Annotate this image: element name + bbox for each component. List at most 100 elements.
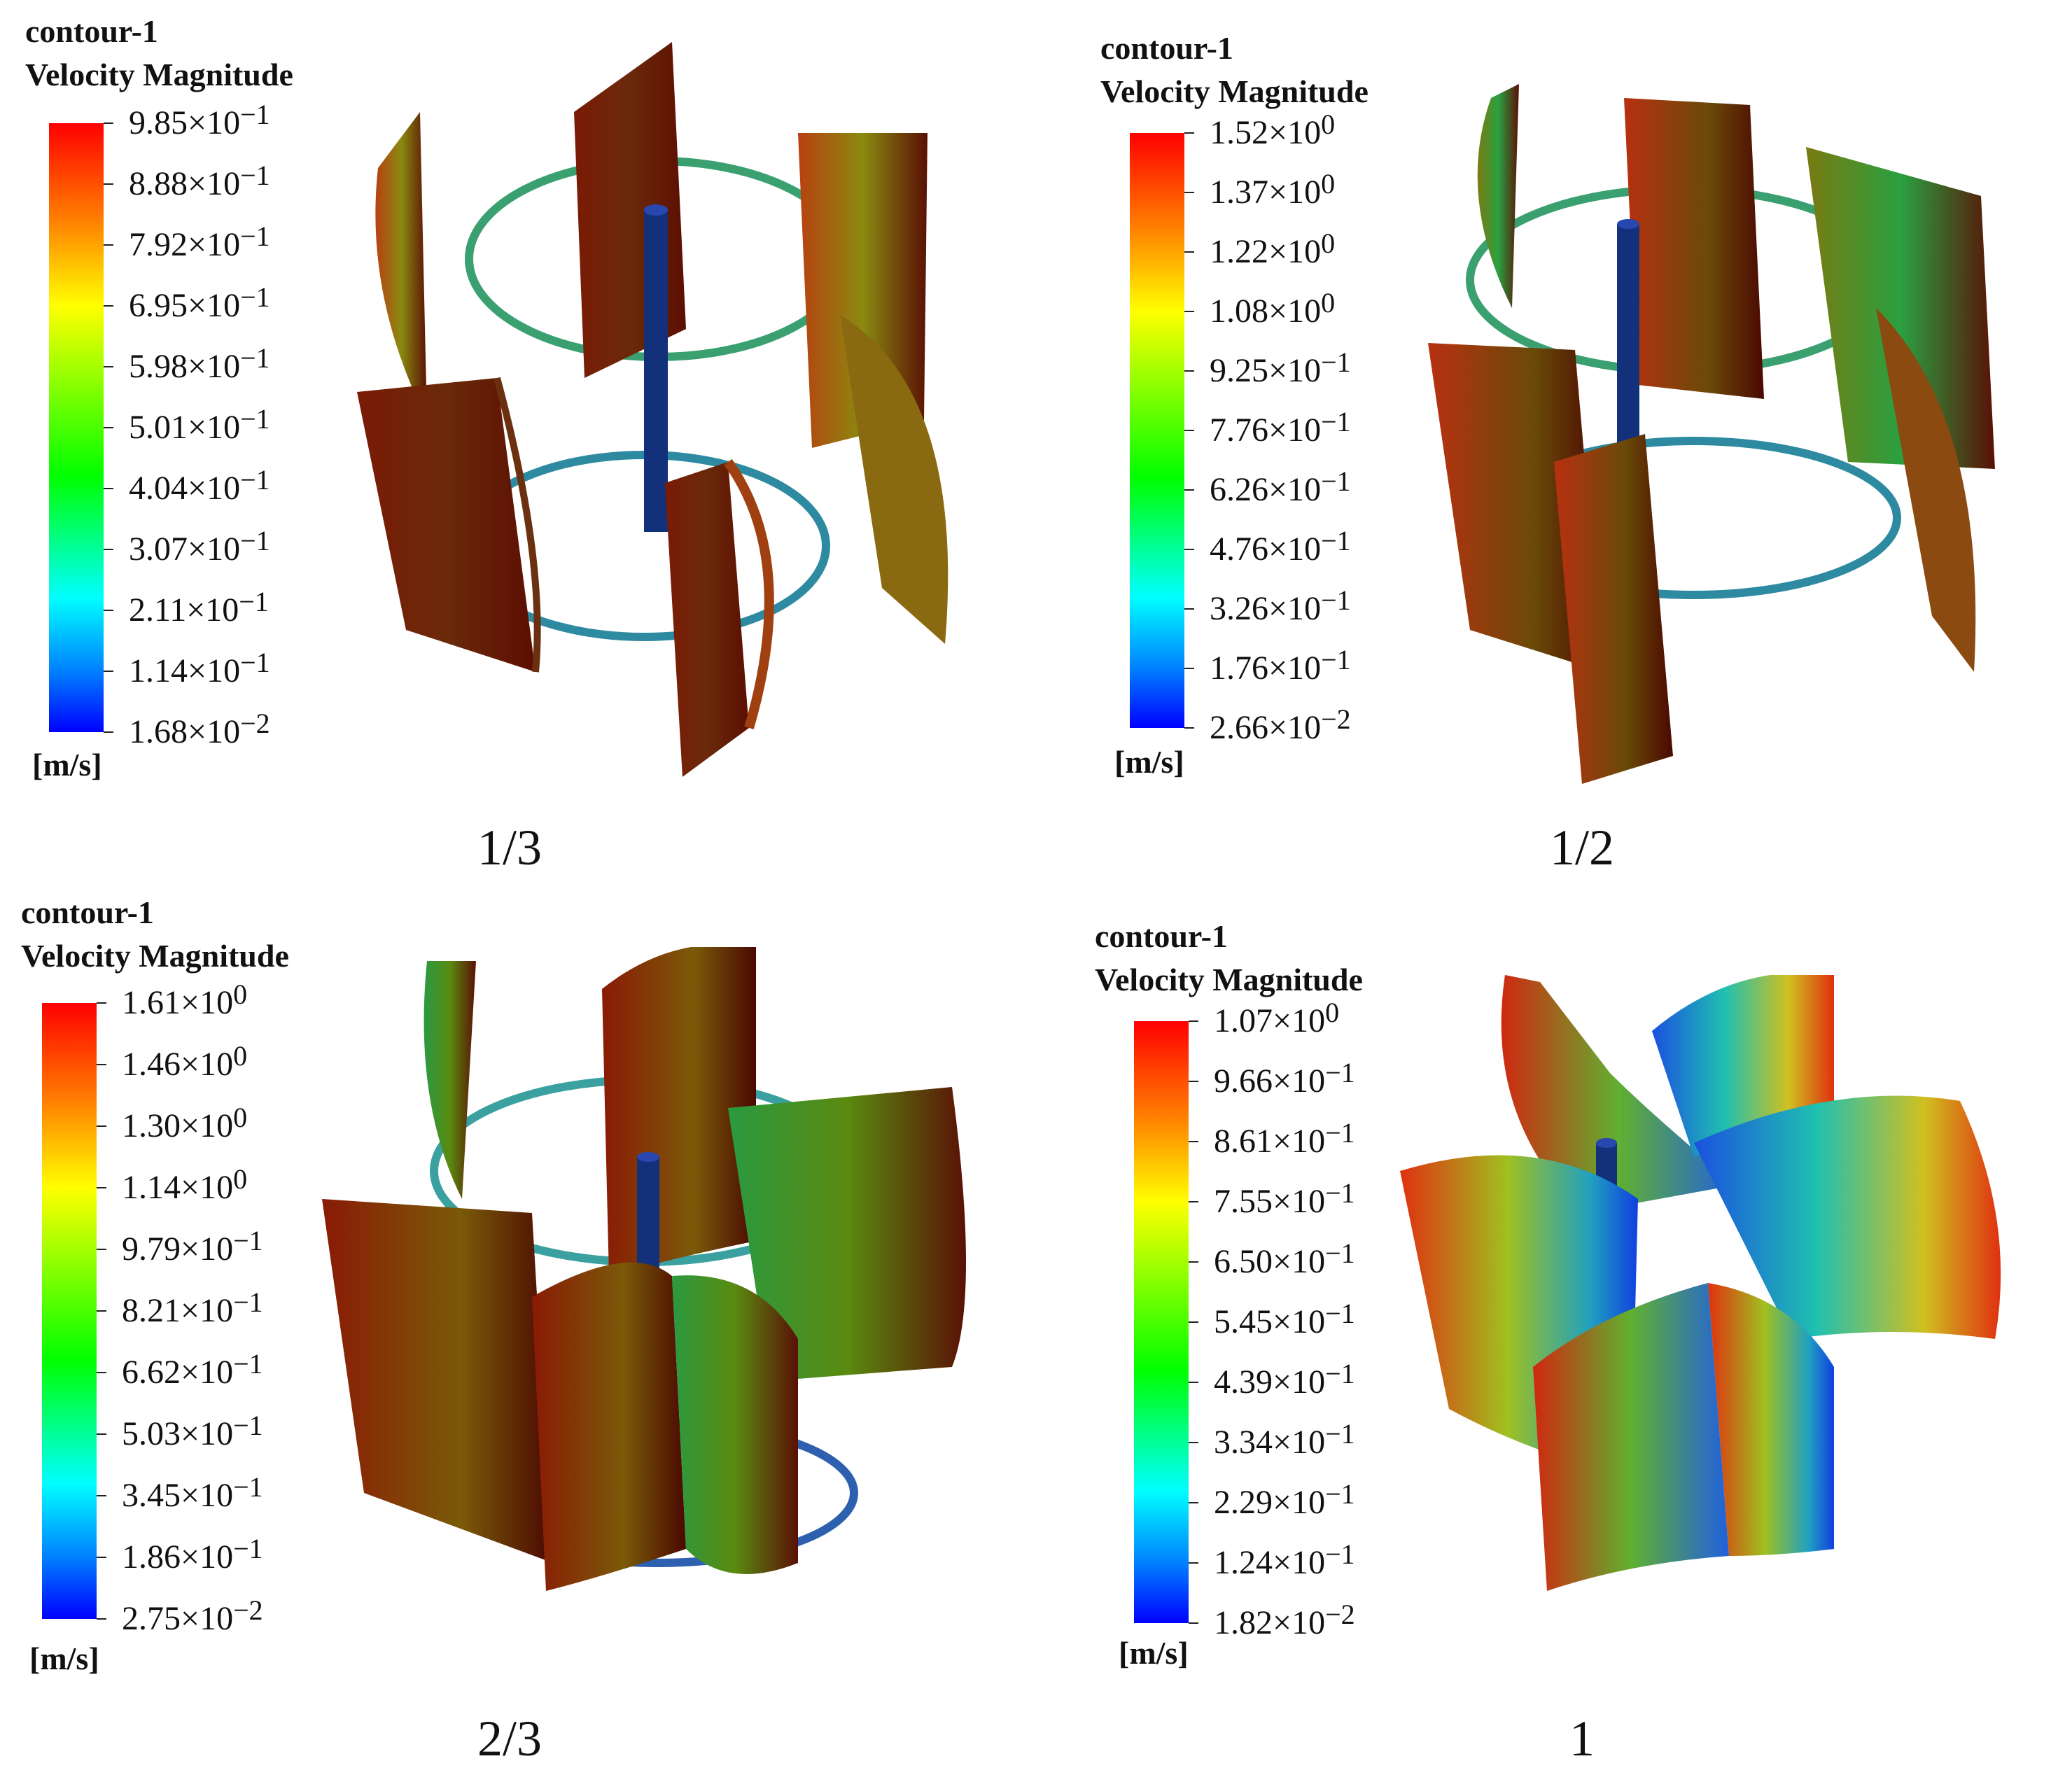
color-bar-tick-label: 2.29×10−1 [1214,1478,1355,1521]
color-bar-tick [1189,1562,1198,1564]
color-bar-tick-label: 5.03×10−1 [122,1410,263,1452]
color-bar-tick [1184,608,1194,610]
color-bar-tick [1184,727,1194,729]
color-bar-tick [104,427,113,428]
color-bar-tick [1189,1020,1198,1022]
legend-subtitle: Velocity Magnitude [1095,962,1363,997]
color-bar-tick-label: 2.75×10−2 [122,1594,263,1637]
color-bar-tick-label: 6.26×10−1 [1210,465,1351,508]
color-bar-tick-label: 1.07×100 [1214,997,1340,1039]
color-bar-tick-label: 7.76×10−1 [1210,406,1351,449]
color-bar-tick [104,305,113,307]
legend-subtitle: Velocity Magnitude [21,938,289,974]
turbine-contour-render [357,42,948,777]
turbine-contour-render [1428,84,1995,784]
panel-caption: 2/3 [477,1711,542,1767]
color-bar-tick-label: 8.61×10−1 [1214,1117,1355,1160]
color-bar-tick-label: 1.46×100 [122,1040,248,1083]
panel-caption: 1/2 [1549,820,1614,876]
color-bar-tick-label: 1.14×10−1 [129,647,270,689]
turbine-contour-render [322,947,966,1591]
color-bar [49,123,104,732]
color-bar-tick [97,1249,106,1250]
unit-label: [m/s] [1114,744,1184,780]
legend-title: contour-1 [25,13,158,49]
color-bar-tick [104,122,113,124]
color-bar-tick [1189,1261,1198,1263]
color-bar-tick-label: 8.88×10−1 [129,160,270,202]
color-bar-tick [1184,132,1194,134]
color-bar-tick-label: 3.07×10−1 [129,525,270,568]
unit-label: [m/s] [32,747,102,783]
color-bar-tick-label: 9.25×10−1 [1210,346,1351,389]
color-bar-tick [1189,1141,1198,1142]
color-bar-tick [1189,1081,1198,1082]
color-bar-tick-label: 1.08×100 [1210,287,1336,330]
color-bar-tick-label: 9.79×10−1 [122,1225,263,1268]
panel-tsr-1: contour-1 Velocity Magnitude [m/s] 1 1.0… [1036,891,2072,1782]
unit-label: [m/s] [29,1641,99,1676]
color-bar-tick [97,1064,106,1065]
color-bar-tick [97,1495,106,1496]
color-bar-tick-label: 6.50×10−1 [1214,1237,1355,1280]
color-bar [42,1003,97,1619]
color-bar-tick [97,1433,106,1435]
color-bar-tick [1189,1201,1198,1202]
color-bar-tick-label: 3.26×10−1 [1210,584,1351,627]
color-bar-tick [1184,549,1194,550]
panel-caption: 1/3 [477,820,542,876]
color-bar-tick-label: 5.45×10−1 [1214,1298,1355,1340]
color-bar-tick [1184,192,1194,193]
color-bar-tick-label: 2.66×10−2 [1210,703,1351,746]
unit-label: [m/s] [1119,1635,1189,1671]
panel-tsr-2-3: contour-1 Velocity Magnitude [m/s] 2/3 1… [0,891,1036,1782]
color-bar-tick-label: 6.95×10−1 [129,281,270,324]
color-bar-tick-label: 1.82×10−2 [1214,1599,1355,1641]
color-bar-tick [104,488,113,489]
color-bar-tick-label: 9.66×10−1 [1214,1057,1355,1100]
color-bar-tick-label: 4.39×10−1 [1214,1358,1355,1401]
color-bar-tick [1189,1622,1198,1624]
color-bar-tick-label: 5.01×10−1 [129,403,270,446]
color-bar-tick [1184,311,1194,312]
color-bar-tick [97,1557,106,1558]
panel-tsr-1-3: contour-1 Velocity Magnitude [m/s] 1/3 9… [0,0,1036,891]
color-bar-tick-label: 7.55×10−1 [1214,1177,1355,1220]
panel-tsr-1-2: contour-1 Velocity Magnitude [m/s] 1/2 1… [1036,0,2072,891]
color-bar-tick-label: 4.04×10−1 [129,464,270,507]
color-bar-tick [1184,251,1194,253]
color-bar-tick-label: 1.61×100 [122,978,248,1021]
turbine-contour-render [1400,975,2001,1591]
color-bar-tick [1184,430,1194,431]
color-bar-tick [104,244,113,246]
color-bar-tick-label: 1.37×100 [1210,168,1336,211]
color-bar-tick [1189,1502,1198,1503]
color-bar-tick-label: 1.76×10−1 [1210,644,1351,687]
legend-subtitle: Velocity Magnitude [1100,73,1368,109]
color-bar-tick [1184,489,1194,491]
color-bar-tick-label: 9.85×10−1 [129,99,270,141]
color-bar-tick [97,1125,106,1127]
color-bar-tick-label: 3.45×10−1 [122,1471,263,1514]
color-bar-tick-label: 5.98×10−1 [129,342,270,385]
color-bar-tick-label: 1.86×10−1 [122,1533,263,1576]
color-bar-tick [104,549,113,550]
color-bar-tick-label: 2.11×10−1 [129,586,269,629]
color-bar-tick-label: 1.68×10−2 [129,708,270,750]
legend-title: contour-1 [1100,30,1233,66]
color-bar-tick [97,1310,106,1312]
legend-title: contour-1 [1095,918,1228,954]
color-bar-tick-label: 1.22×100 [1210,227,1336,270]
color-bar [1130,133,1184,728]
color-bar-tick-label: 4.76×10−1 [1210,525,1351,568]
color-bar-tick [97,1187,106,1188]
color-bar-tick-label: 6.62×10−1 [122,1348,263,1391]
color-bar-tick [97,1372,106,1373]
color-bar-tick [97,1618,106,1620]
color-bar-tick-label: 1.24×10−1 [1214,1538,1355,1581]
color-bar-tick-label: 3.34×10−1 [1214,1418,1355,1461]
color-bar-tick [104,366,113,367]
panel-caption: 1 [1569,1711,1595,1767]
color-bar-tick [1184,668,1194,669]
color-bar-tick-label: 1.52×100 [1210,108,1336,151]
